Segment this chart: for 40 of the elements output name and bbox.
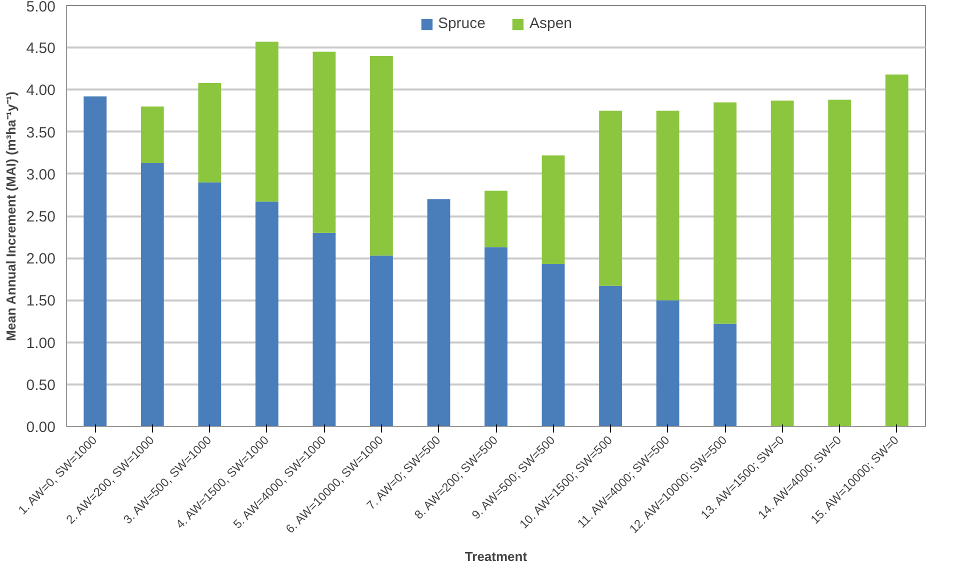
- bar: [714, 102, 737, 324]
- y-tick-label: 0.00: [26, 419, 56, 436]
- legend-label: Aspen: [529, 15, 572, 32]
- bar: [140, 106, 164, 163]
- y-tick-label: 3.50: [26, 124, 56, 142]
- bar: [312, 52, 336, 233]
- bar: [370, 256, 393, 426]
- y-tick-label: 3.00: [26, 166, 56, 184]
- bar: [198, 182, 222, 426]
- bar: [828, 100, 852, 426]
- bar: [427, 199, 450, 426]
- y-axis-title: Mean Annual Increment (MAI) (m³ha⁻¹y⁻¹): [3, 91, 18, 341]
- bar: [885, 74, 908, 426]
- bar: [656, 300, 680, 426]
- y-tick-label: 1.50: [26, 292, 56, 310]
- x-axis-title: Treatment: [464, 548, 528, 564]
- bar: [484, 190, 508, 248]
- y-tick-label: 5.00: [26, 0, 56, 16]
- bar: [255, 42, 278, 202]
- bar: [542, 155, 565, 264]
- legend-label: Spruce: [438, 15, 486, 32]
- bar: [714, 324, 737, 426]
- bar: [599, 286, 622, 426]
- bar: [484, 247, 508, 426]
- bar: [770, 100, 794, 426]
- bar: [370, 56, 393, 256]
- y-tick-label: 2.50: [26, 208, 56, 226]
- y-tick-label: 0.50: [26, 376, 56, 394]
- bar: [198, 82, 222, 182]
- bar: [312, 232, 336, 426]
- bar: [656, 110, 680, 300]
- y-tick-label: 1.00: [26, 334, 56, 352]
- bar: [140, 162, 164, 426]
- y-tick-label: 2.00: [26, 250, 56, 268]
- bar: [599, 110, 622, 286]
- bar: [84, 96, 107, 426]
- y-tick-label: 4.50: [26, 40, 56, 58]
- bar: [255, 202, 278, 426]
- bar: [542, 264, 565, 426]
- y-tick-label: 4.00: [26, 82, 56, 100]
